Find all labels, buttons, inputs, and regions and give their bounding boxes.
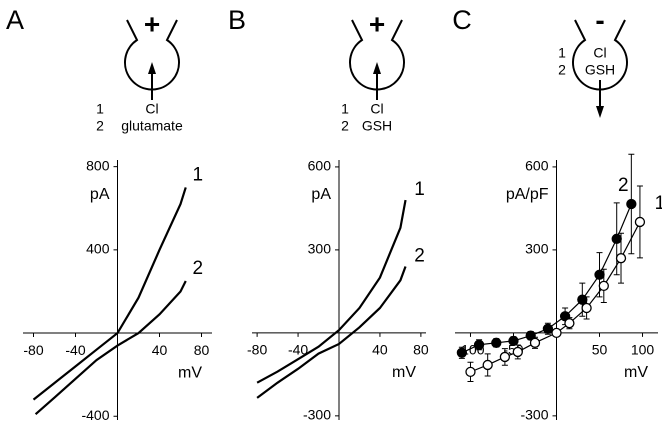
cell-sign: + [369, 8, 385, 39]
point [594, 269, 605, 280]
diagram-ion: GSH [585, 62, 615, 78]
panel-label: B [228, 5, 246, 35]
diagram-ion: Cl [593, 45, 606, 61]
panel-label: A [6, 5, 24, 35]
point [491, 337, 502, 348]
y-tick-label: 800 [86, 157, 110, 173]
x-tick-label: -80 [247, 342, 267, 358]
point [615, 253, 627, 264]
x-tick-label: 40 [372, 342, 388, 358]
x-tick-label: -40 [288, 342, 308, 358]
diagram-number: 2 [341, 118, 349, 134]
diagram-number: 2 [96, 118, 104, 134]
point [465, 366, 476, 378]
y-tick-label: 600 [525, 158, 549, 174]
x-tick-label: 50 [592, 342, 608, 358]
x-tick-label: 80 [194, 342, 210, 358]
x-axis-label: mV [624, 364, 648, 381]
y-axis-label: pA [90, 186, 110, 203]
y-tick-label: -300 [520, 407, 548, 423]
y-axis-label: pA/pF [506, 186, 549, 203]
curve [256, 199, 407, 384]
point [508, 335, 519, 347]
point [542, 323, 554, 334]
diagram-number: 1 [96, 101, 104, 117]
y-tick-label: 600 [308, 158, 332, 174]
diagram-ion: Cl [145, 101, 158, 117]
x-axis-label: mV [178, 364, 202, 381]
panel-label: C [452, 5, 472, 35]
diagram-number: 1 [341, 101, 349, 117]
point [499, 351, 511, 363]
diagram-ion: Cl [370, 101, 383, 117]
arrow-head [596, 106, 604, 118]
x-tick-label: -40 [65, 342, 85, 358]
point [473, 339, 485, 350]
curve [34, 280, 187, 416]
diagram-number: 1 [558, 45, 566, 61]
series-label: 1 [414, 179, 425, 200]
point [634, 216, 646, 228]
x-axis-label: mV [392, 364, 416, 381]
cell-sign: - [595, 4, 604, 35]
diagram-number: 2 [558, 62, 566, 78]
x-tick-label: -80 [23, 342, 43, 358]
series-label: 2 [414, 246, 425, 267]
arrow-head [148, 62, 156, 74]
y-axis-label: pA [311, 186, 331, 203]
diagram-ion: glutamate [121, 118, 183, 134]
point [564, 318, 575, 329]
y-tick-label: 400 [86, 241, 110, 257]
point [611, 233, 622, 244]
point [581, 302, 592, 314]
point [482, 359, 493, 371]
point [551, 327, 562, 339]
point [529, 337, 541, 348]
y-tick-label: 300 [525, 241, 549, 257]
series-label: 1 [192, 164, 203, 185]
point [456, 347, 468, 358]
y-tick-label: -300 [303, 407, 331, 423]
y-tick-label: -400 [81, 407, 109, 423]
cell-sign: + [144, 8, 160, 39]
curve [256, 266, 407, 399]
series-label: 2 [192, 258, 203, 279]
x-tick-label: 80 [413, 342, 429, 358]
arrow-head [373, 62, 381, 74]
curve [32, 187, 187, 401]
x-tick-label: 40 [152, 342, 168, 358]
y-tick-label: 300 [308, 241, 332, 257]
point [512, 346, 523, 358]
series-label: 2 [618, 175, 629, 196]
point [626, 198, 637, 210]
point [598, 280, 609, 292]
series-label: 1 [655, 193, 662, 214]
x-tick-label: 100 [631, 342, 655, 358]
diagram-ion: GSH [362, 118, 392, 134]
